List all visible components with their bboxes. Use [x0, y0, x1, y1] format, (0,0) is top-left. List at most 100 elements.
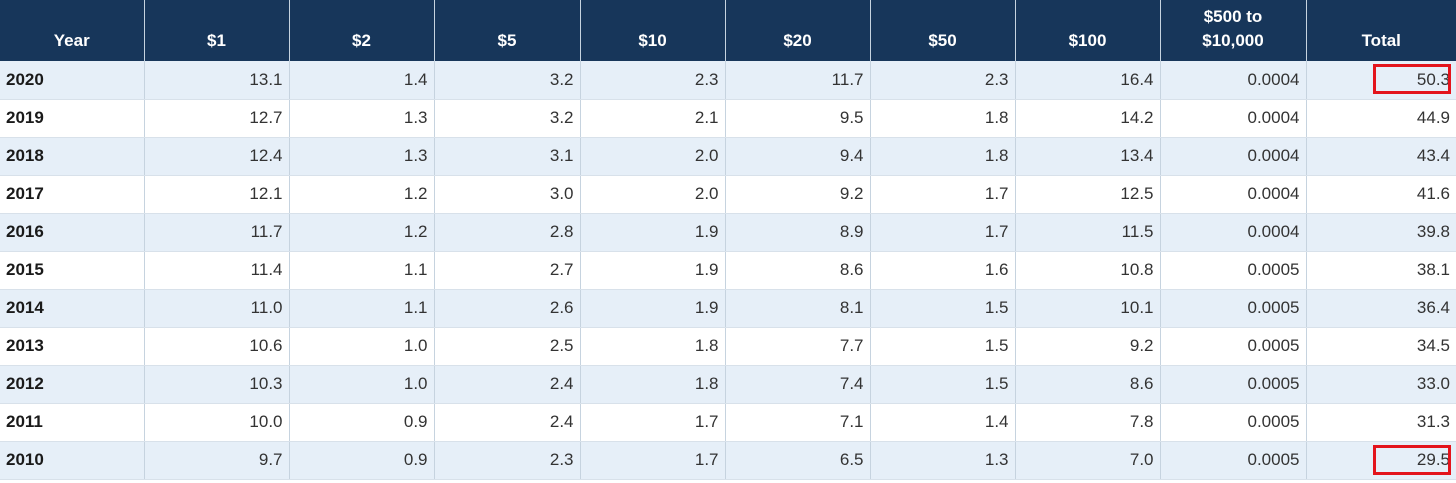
- header-d1: $1: [144, 0, 290, 61]
- table-row: 2020 13.1 1.4 3.2 2.3 11.7 2.3 16.4 0.0004 50.3: [0, 61, 1456, 100]
- cell-d10: 1.9: [580, 213, 726, 252]
- cell-d5: 2.8: [434, 213, 581, 252]
- year-cell: 2012: [0, 365, 145, 404]
- cell-d2: 1.3: [289, 137, 435, 176]
- cell-d2: 1.3: [289, 99, 435, 138]
- cell-d20: 9.4: [725, 137, 871, 176]
- cell-d100: 8.6: [1015, 365, 1161, 404]
- header-d500: $500 to $10,000: [1160, 0, 1307, 61]
- year-cell: 2016: [0, 213, 145, 252]
- cell-d50: 1.5: [870, 289, 1016, 328]
- highlight-box: [1372, 444, 1451, 475]
- cell-d50: 1.7: [870, 175, 1016, 214]
- table-header-row: Year $1 $2 $5 $10 $20 $50 $100 $500 to $…: [0, 0, 1456, 61]
- cell-d2: 1.1: [289, 289, 435, 328]
- cell-d2: 1.2: [289, 213, 435, 252]
- table-row: 2013 10.6 1.0 2.5 1.8 7.7 1.5 9.2 0.0005 34.5: [0, 327, 1456, 366]
- cell-d50: 1.8: [870, 137, 1016, 176]
- cell-d1: 10.0: [144, 403, 290, 442]
- cell-d10: 1.8: [580, 327, 726, 366]
- cell-d100: 9.2: [1015, 327, 1161, 366]
- cell-d50: 1.6: [870, 251, 1016, 290]
- cell-total: 44.9: [1306, 99, 1456, 138]
- cell-d2: 1.0: [289, 327, 435, 366]
- cell-d1: 10.6: [144, 327, 290, 366]
- cell-d2: 1.4: [289, 61, 435, 100]
- cell-d1: 12.1: [144, 175, 290, 214]
- cell-total: 41.6: [1306, 175, 1456, 214]
- cell-d20: 8.9: [725, 213, 871, 252]
- cell-d2: 0.9: [289, 403, 435, 442]
- header-total: Total: [1306, 0, 1456, 61]
- cell-d100: 10.1: [1015, 289, 1161, 328]
- cell-d10: 2.0: [580, 175, 726, 214]
- cell-d20: 7.7: [725, 327, 871, 366]
- cell-d50: 2.3: [870, 61, 1016, 100]
- cell-d5: 2.4: [434, 365, 581, 404]
- cell-d20: 6.5: [725, 441, 871, 480]
- header-year: Year: [0, 0, 145, 61]
- cell-d5: 2.3: [434, 441, 581, 480]
- header-d2: $2: [289, 0, 435, 61]
- cell-d500: 0.0004: [1160, 61, 1307, 100]
- table-row: 2017 12.1 1.2 3.0 2.0 9.2 1.7 12.5 0.0004 41.6: [0, 175, 1456, 214]
- cell-d2: 1.0: [289, 365, 435, 404]
- cell-d5: 3.0: [434, 175, 581, 214]
- year-cell: 2017: [0, 175, 145, 214]
- table-row: 2011 10.0 0.9 2.4 1.7 7.1 1.4 7.8 0.0005 31.3: [0, 403, 1456, 442]
- cell-d50: 1.7: [870, 213, 1016, 252]
- cell-d500: 0.0004: [1160, 175, 1307, 214]
- cell-d50: 1.5: [870, 365, 1016, 404]
- highlight-box: [1372, 64, 1451, 94]
- cell-d100: 7.0: [1015, 441, 1161, 480]
- header-d5: $5: [434, 0, 581, 61]
- cell-d100: 7.8: [1015, 403, 1161, 442]
- cell-d2: 1.2: [289, 175, 435, 214]
- cell-d5: 3.2: [434, 99, 581, 138]
- table-row: 2016 11.7 1.2 2.8 1.9 8.9 1.7 11.5 0.0004 39.8: [0, 213, 1456, 252]
- cell-d5: 3.2: [434, 61, 581, 100]
- cell-total: 31.3: [1306, 403, 1456, 442]
- cell-d500: 0.0005: [1160, 403, 1307, 442]
- cell-d20: 7.1: [725, 403, 871, 442]
- cell-d10: 1.8: [580, 365, 726, 404]
- year-cell: 2018: [0, 137, 145, 176]
- cell-d20: 8.6: [725, 251, 871, 290]
- cell-d1: 13.1: [144, 61, 290, 100]
- year-cell: 2015: [0, 251, 145, 290]
- cell-d1: 12.7: [144, 99, 290, 138]
- year-cell: 2020: [0, 61, 145, 100]
- total-cell-highlighted: 29.5: [1306, 441, 1456, 480]
- table-row: 2014 11.0 1.1 2.6 1.9 8.1 1.5 10.1 0.0005 36.4: [0, 289, 1456, 328]
- cell-d10: 2.1: [580, 99, 726, 138]
- cell-d20: 11.7: [725, 61, 871, 100]
- header-d10: $10: [580, 0, 726, 61]
- year-cell: 2011: [0, 403, 145, 442]
- cell-total: 36.4: [1306, 289, 1456, 328]
- cell-d100: 10.8: [1015, 251, 1161, 290]
- cell-d5: 2.5: [434, 327, 581, 366]
- table-row: 2018 12.4 1.3 3.1 2.0 9.4 1.8 13.4 0.0004 43.4: [0, 137, 1456, 176]
- header-d500-line1: $500 to: [1203, 7, 1263, 26]
- cell-d500: 0.0005: [1160, 441, 1307, 480]
- year-cell: 2013: [0, 327, 145, 366]
- header-d50: $50: [870, 0, 1016, 61]
- table-row: 2019 12.7 1.3 3.2 2.1 9.5 1.8 14.2 0.0004 44.9: [0, 99, 1456, 138]
- cell-d1: 11.7: [144, 213, 290, 252]
- cell-d50: 1.5: [870, 327, 1016, 366]
- cell-d500: 0.0005: [1160, 289, 1307, 328]
- cell-d10: 1.7: [580, 441, 726, 480]
- cell-d1: 12.4: [144, 137, 290, 176]
- cell-d100: 16.4: [1015, 61, 1161, 100]
- table-body: 2020 13.1 1.4 3.2 2.3 11.7 2.3 16.4 0.0004 50.3 20…: [0, 61, 1456, 480]
- cell-d10: 1.9: [580, 289, 726, 328]
- cell-d500: 0.0004: [1160, 213, 1307, 252]
- cell-d20: 8.1: [725, 289, 871, 328]
- header-d20: $20: [725, 0, 871, 61]
- cell-d10: 2.3: [580, 61, 726, 100]
- cell-d5: 2.4: [434, 403, 581, 442]
- cell-d2: 1.1: [289, 251, 435, 290]
- year-cell: 2019: [0, 99, 145, 138]
- header-d500-line2: $10,000: [1202, 31, 1264, 50]
